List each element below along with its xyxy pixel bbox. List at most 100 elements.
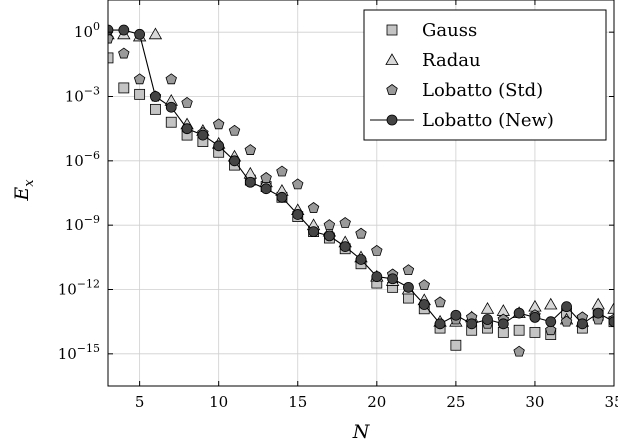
y-tick-base: 10 xyxy=(74,23,93,41)
square-point xyxy=(450,339,462,351)
circle-point xyxy=(244,176,256,188)
legend-marker-circle xyxy=(386,114,398,126)
circle-point xyxy=(434,318,446,330)
y-tick-exponent: −6 xyxy=(84,149,100,162)
circle-point xyxy=(482,314,493,325)
pentagon-point xyxy=(244,144,257,155)
y-tick-label: 10−9 xyxy=(65,213,100,234)
circle-point xyxy=(165,101,177,113)
series-circle xyxy=(108,24,614,330)
legend: Gauss Radau Lobatto (Std) Lobatto (New) xyxy=(363,9,607,141)
circle-point xyxy=(323,230,335,242)
y-tick-exponent: −3 xyxy=(84,85,100,98)
pentagon-point xyxy=(118,47,130,59)
y-tick-base: 10 xyxy=(65,216,84,234)
circle-point xyxy=(355,254,367,265)
circle-point xyxy=(134,28,146,40)
pentagon-point xyxy=(292,178,304,190)
y-tick-base: 10 xyxy=(58,345,77,363)
x-axis-title: N xyxy=(352,421,371,443)
pentagon-point xyxy=(560,315,573,327)
pentagon-point xyxy=(545,324,557,336)
pentagon-point xyxy=(355,227,367,239)
pentagon-point xyxy=(276,165,288,177)
circle-point xyxy=(118,24,130,36)
triangle-point xyxy=(607,301,614,314)
square-point xyxy=(150,103,161,115)
pentagon-point xyxy=(418,279,430,291)
circle-point xyxy=(339,241,351,253)
y-tick-exponent: −15 xyxy=(77,342,100,355)
y-axis-title-sub: x xyxy=(22,179,37,187)
plot-frame xyxy=(107,0,615,387)
x-tick-label: 10 xyxy=(209,393,228,411)
square-point xyxy=(513,324,525,336)
circle-point xyxy=(561,301,572,313)
circle-point xyxy=(260,183,272,195)
y-tick-base: 10 xyxy=(58,281,77,299)
x-tick-label: 15 xyxy=(288,393,307,411)
pentagon-point xyxy=(165,73,177,85)
circle-point xyxy=(181,123,193,135)
y-tick-exponent: −9 xyxy=(84,213,100,226)
pentagon-point xyxy=(339,217,351,228)
circle-point xyxy=(150,91,161,102)
legend-marker-square xyxy=(386,24,398,36)
y-tick-exponent: 0 xyxy=(93,20,100,33)
circle-point xyxy=(529,311,541,323)
pentagon-point xyxy=(513,345,525,357)
triangle-point xyxy=(544,297,558,310)
circle-point xyxy=(497,318,509,330)
pentagon-point xyxy=(323,219,336,231)
circle-point xyxy=(276,191,288,203)
circle-point xyxy=(592,307,604,319)
x-tick-label: 30 xyxy=(525,393,544,411)
legend-label: Lobatto (Std) xyxy=(422,80,543,101)
grid xyxy=(108,0,615,386)
y-tick-base: 10 xyxy=(65,88,84,106)
square-point xyxy=(118,82,130,94)
square-point xyxy=(108,52,114,64)
pentagon-point xyxy=(133,73,146,85)
y-axis-title-base: E xyxy=(11,187,33,202)
circle-point xyxy=(308,226,319,238)
pentagon-point xyxy=(181,96,193,108)
square-point xyxy=(529,326,541,338)
pentagon-point xyxy=(307,202,320,213)
legend-box xyxy=(363,9,607,141)
pentagon-point xyxy=(260,171,272,183)
pentagon-point xyxy=(228,124,241,136)
circle-point xyxy=(545,316,557,328)
legend-label: Gauss xyxy=(422,20,477,41)
triangle-point xyxy=(480,301,495,314)
circle-point xyxy=(229,155,240,167)
legend-label: Lobatto (New) xyxy=(422,110,554,131)
circle-point xyxy=(387,273,399,285)
x-tick-label: 35 xyxy=(604,393,618,411)
circle-point xyxy=(292,209,304,220)
x-tick-label: 5 xyxy=(135,393,145,411)
pentagon-point xyxy=(212,118,225,130)
square-point xyxy=(165,116,177,128)
pentagon-point xyxy=(108,32,114,44)
square-point xyxy=(403,292,414,304)
circle-point xyxy=(576,318,588,330)
legend-marker-triangle xyxy=(385,53,399,65)
pentagon-point xyxy=(402,264,415,276)
pentagon-point xyxy=(434,296,446,308)
series-layer xyxy=(108,24,614,357)
circle-point xyxy=(418,299,430,310)
circle-point xyxy=(466,318,478,330)
triangle-point xyxy=(148,27,163,40)
y-tick-label: 10−12 xyxy=(58,278,100,299)
circle-point xyxy=(213,140,225,152)
legend-marker-pentagon xyxy=(386,84,398,95)
legend-label: Radau xyxy=(422,50,481,71)
circle-point xyxy=(197,129,209,141)
circle-point xyxy=(513,307,525,319)
square-point xyxy=(134,88,146,100)
y-tick-label: 10−3 xyxy=(65,85,100,106)
x-tick-label: 20 xyxy=(367,393,386,411)
